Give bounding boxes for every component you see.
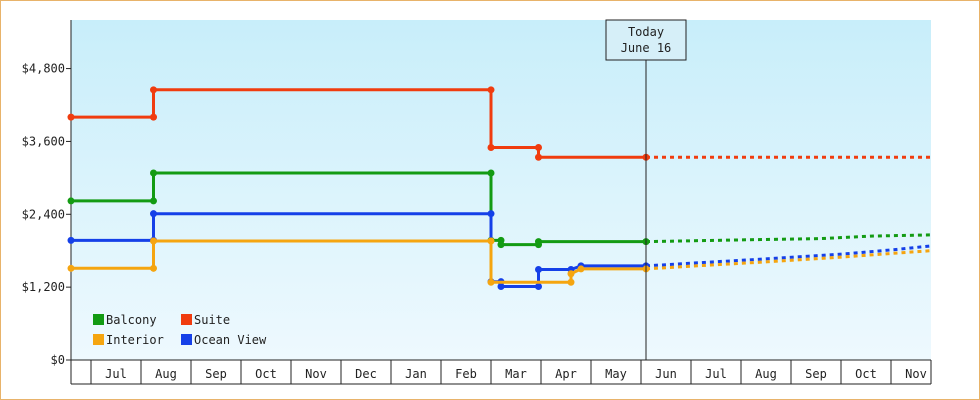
data-point-ocean-view <box>150 210 157 218</box>
data-point-balcony <box>150 197 157 205</box>
series-suite <box>67 86 931 161</box>
data-point-suite <box>535 144 542 151</box>
data-point-interior <box>67 264 75 272</box>
data-point-balcony <box>497 241 505 249</box>
data-point-ocean-view <box>535 283 542 291</box>
forecast-line-interior <box>645 249 932 271</box>
data-point-balcony <box>67 197 75 205</box>
x-tick-label: Oct <box>855 367 877 381</box>
today-label-text: Today <box>628 25 664 39</box>
data-point-interior <box>487 237 495 245</box>
series-balcony <box>67 169 932 249</box>
data-point-balcony <box>535 238 542 246</box>
data-point-suite <box>67 113 75 121</box>
legend-swatch-interior <box>93 334 104 345</box>
x-tick-label: May <box>605 367 627 381</box>
legend-label-suite: Suite <box>194 313 230 327</box>
x-tick-label: Sep <box>805 367 827 381</box>
data-point-interior <box>567 278 575 286</box>
plot-area <box>71 20 931 360</box>
forecast-line-balcony <box>645 233 932 244</box>
y-tick-label: $0 <box>51 353 65 367</box>
data-point-ocean-view <box>497 283 505 291</box>
x-tick-label: Mar <box>505 367 527 381</box>
legend-swatch-ocean-view <box>181 334 192 345</box>
data-point-interior <box>577 265 585 273</box>
legend-label-ocean-view: Ocean View <box>194 333 267 347</box>
y-tick-label: $4,800 <box>22 62 65 76</box>
data-point-suite <box>487 86 495 94</box>
x-tick-label: Jan <box>405 367 427 381</box>
data-point-interior <box>150 237 157 245</box>
x-tick-label: Aug <box>755 367 777 381</box>
legend-swatch-suite <box>181 314 192 325</box>
data-point-balcony <box>150 169 157 177</box>
y-tick-label: $2,400 <box>22 207 65 221</box>
forecast-line-ocean-view <box>645 244 932 268</box>
legend-label-balcony: Balcony <box>106 313 157 327</box>
x-tick-label: Apr <box>555 367 577 381</box>
series-interior <box>67 237 932 286</box>
y-tick-label: $1,200 <box>22 280 65 294</box>
data-point-balcony <box>487 169 495 177</box>
today-label-text: June 16 <box>621 41 672 55</box>
data-point-suite <box>150 113 157 121</box>
x-tick-label: Jul <box>705 367 727 381</box>
data-point-suite <box>150 86 157 94</box>
data-point-suite <box>535 153 542 161</box>
x-tick-label: Dec <box>355 367 377 381</box>
data-point-interior <box>487 278 495 286</box>
y-tick-label: $3,600 <box>22 134 65 148</box>
x-tick-label: Oct <box>255 367 277 381</box>
legend-swatch-balcony <box>93 314 104 325</box>
x-tick-label: Nov <box>905 367 927 381</box>
data-point-interior <box>150 264 157 272</box>
x-tick-label: Jun <box>655 367 677 381</box>
x-tick-label: Jul <box>105 367 127 381</box>
legend-label-interior: Interior <box>106 333 164 347</box>
x-tick-label: Aug <box>155 367 177 381</box>
data-point-suite <box>487 144 495 151</box>
x-tick-label: Nov <box>305 367 327 381</box>
data-point-interior <box>567 270 575 278</box>
x-tick-label: Sep <box>205 367 227 381</box>
data-point-ocean-view <box>535 266 542 274</box>
today-label-box <box>605 19 687 61</box>
data-point-ocean-view <box>67 236 75 244</box>
x-tick-label: Feb <box>455 367 477 381</box>
data-point-ocean-view <box>487 210 495 218</box>
